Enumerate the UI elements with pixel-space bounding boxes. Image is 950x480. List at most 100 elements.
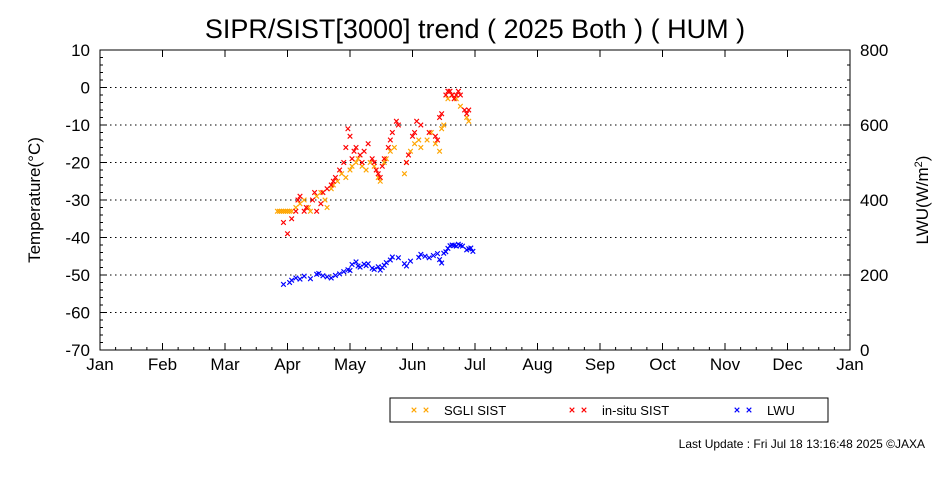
- data-point: [436, 256, 443, 263]
- data-point: [389, 254, 396, 260]
- legend-label: SGLI SIST: [444, 403, 506, 418]
- data-point: [284, 231, 291, 237]
- data-point: [401, 171, 408, 177]
- data-point: [395, 122, 402, 128]
- right-y-tick-label: 800: [860, 41, 888, 60]
- data-point: [330, 178, 337, 184]
- data-point: [438, 111, 445, 117]
- data-point: [391, 144, 398, 151]
- data-point: [343, 144, 349, 151]
- data-point: [463, 111, 470, 117]
- data-point: [349, 261, 355, 268]
- data-point: [461, 107, 468, 113]
- data-point: [418, 122, 424, 128]
- data-point: [434, 137, 441, 143]
- right-y-tick-label: 600: [860, 116, 888, 135]
- right-y-tick-label: 200: [860, 266, 888, 285]
- data-point: [385, 144, 391, 151]
- data-point: [357, 152, 363, 158]
- x-tick-label: Jan: [836, 355, 863, 374]
- left-y-tick-label: -30: [65, 191, 90, 210]
- data-point: [424, 137, 430, 143]
- data-point: [349, 163, 355, 169]
- right-axis-title-main: LWU(W/m: [913, 167, 932, 244]
- x-tick-label: Oct: [649, 355, 676, 374]
- data-point: [369, 156, 375, 162]
- data-point: [345, 126, 351, 132]
- right-y-tick-label: 0: [860, 341, 869, 360]
- legend: SGLI SIST in-situ SIST LWU: [389, 397, 829, 423]
- data-point: [353, 144, 359, 151]
- legend-marker: [581, 407, 587, 413]
- data-point: [328, 275, 334, 281]
- data-point: [387, 148, 394, 154]
- last-update-footer: Last Update : Fri Jul 18 13:16:48 2025 ©…: [679, 437, 925, 451]
- data-point: [389, 129, 396, 136]
- data-point: [438, 260, 445, 266]
- data-point: [411, 141, 418, 147]
- data-point: [393, 118, 400, 124]
- data-point: [313, 208, 320, 214]
- data-point: [334, 178, 341, 184]
- data-point: [411, 129, 418, 136]
- left-y-tick-label: -60: [65, 304, 90, 323]
- data-point: [280, 219, 287, 226]
- data-point: [379, 163, 385, 169]
- data-point: [377, 174, 383, 181]
- data-point: [297, 201, 303, 207]
- data-point: [320, 273, 326, 279]
- data-point: [413, 118, 420, 124]
- data-point: [288, 216, 295, 222]
- data-point: [278, 208, 285, 214]
- data-point: [307, 208, 314, 214]
- legend-label: LWU: [767, 403, 795, 418]
- data-point: [426, 129, 432, 136]
- x-tick-label: Jul: [464, 355, 486, 374]
- data-point: [459, 243, 466, 249]
- data-point: [432, 133, 439, 139]
- data-point: [359, 159, 365, 166]
- data-point: [328, 182, 334, 188]
- chart-title: SIPR/SIST[3000] trend ( 2025 Both ) ( HU…: [205, 14, 745, 44]
- x-tick-label: May: [334, 355, 367, 374]
- data-point: [301, 197, 307, 203]
- data-point: [422, 253, 428, 259]
- x-tick-label: Nov: [710, 355, 741, 374]
- x-tick-label: Apr: [274, 355, 301, 374]
- left-y-tick-label: -20: [65, 154, 90, 173]
- data-point: [407, 148, 414, 154]
- data-point: [365, 141, 371, 147]
- right-y-tick-label: 400: [860, 191, 888, 210]
- data-point: [293, 275, 299, 281]
- legend-marker: [411, 407, 417, 413]
- data-point: [428, 129, 434, 136]
- data-point: [371, 159, 377, 166]
- data-point: [311, 189, 318, 196]
- data-point: [341, 159, 347, 166]
- data-point: [347, 267, 353, 274]
- left-y-tick-label: -10: [65, 116, 90, 135]
- right-axis-title-tail: ): [913, 156, 932, 162]
- x-tick-label: Sep: [585, 355, 615, 374]
- data-point: [418, 144, 424, 151]
- data-point: [349, 156, 355, 162]
- left-y-tick-label: 0: [81, 79, 90, 98]
- data-point: [318, 201, 324, 207]
- data-point: [301, 208, 307, 214]
- data-point: [347, 167, 353, 173]
- legend-marker: [423, 407, 429, 413]
- data-point: [353, 259, 359, 265]
- data-point: [470, 248, 476, 255]
- series-lwu: [280, 241, 476, 288]
- data-point: [455, 88, 462, 94]
- data-point: [383, 259, 389, 266]
- data-point: [405, 152, 412, 158]
- data-point: [355, 156, 361, 162]
- left-y-tick-label: -40: [65, 229, 90, 248]
- x-tick-label: Jan: [86, 355, 113, 374]
- x-tick-label: Aug: [522, 355, 552, 374]
- data-point: [365, 261, 371, 267]
- data-point: [338, 171, 345, 177]
- x-tick-label: Jun: [399, 355, 426, 374]
- data-point: [449, 92, 455, 98]
